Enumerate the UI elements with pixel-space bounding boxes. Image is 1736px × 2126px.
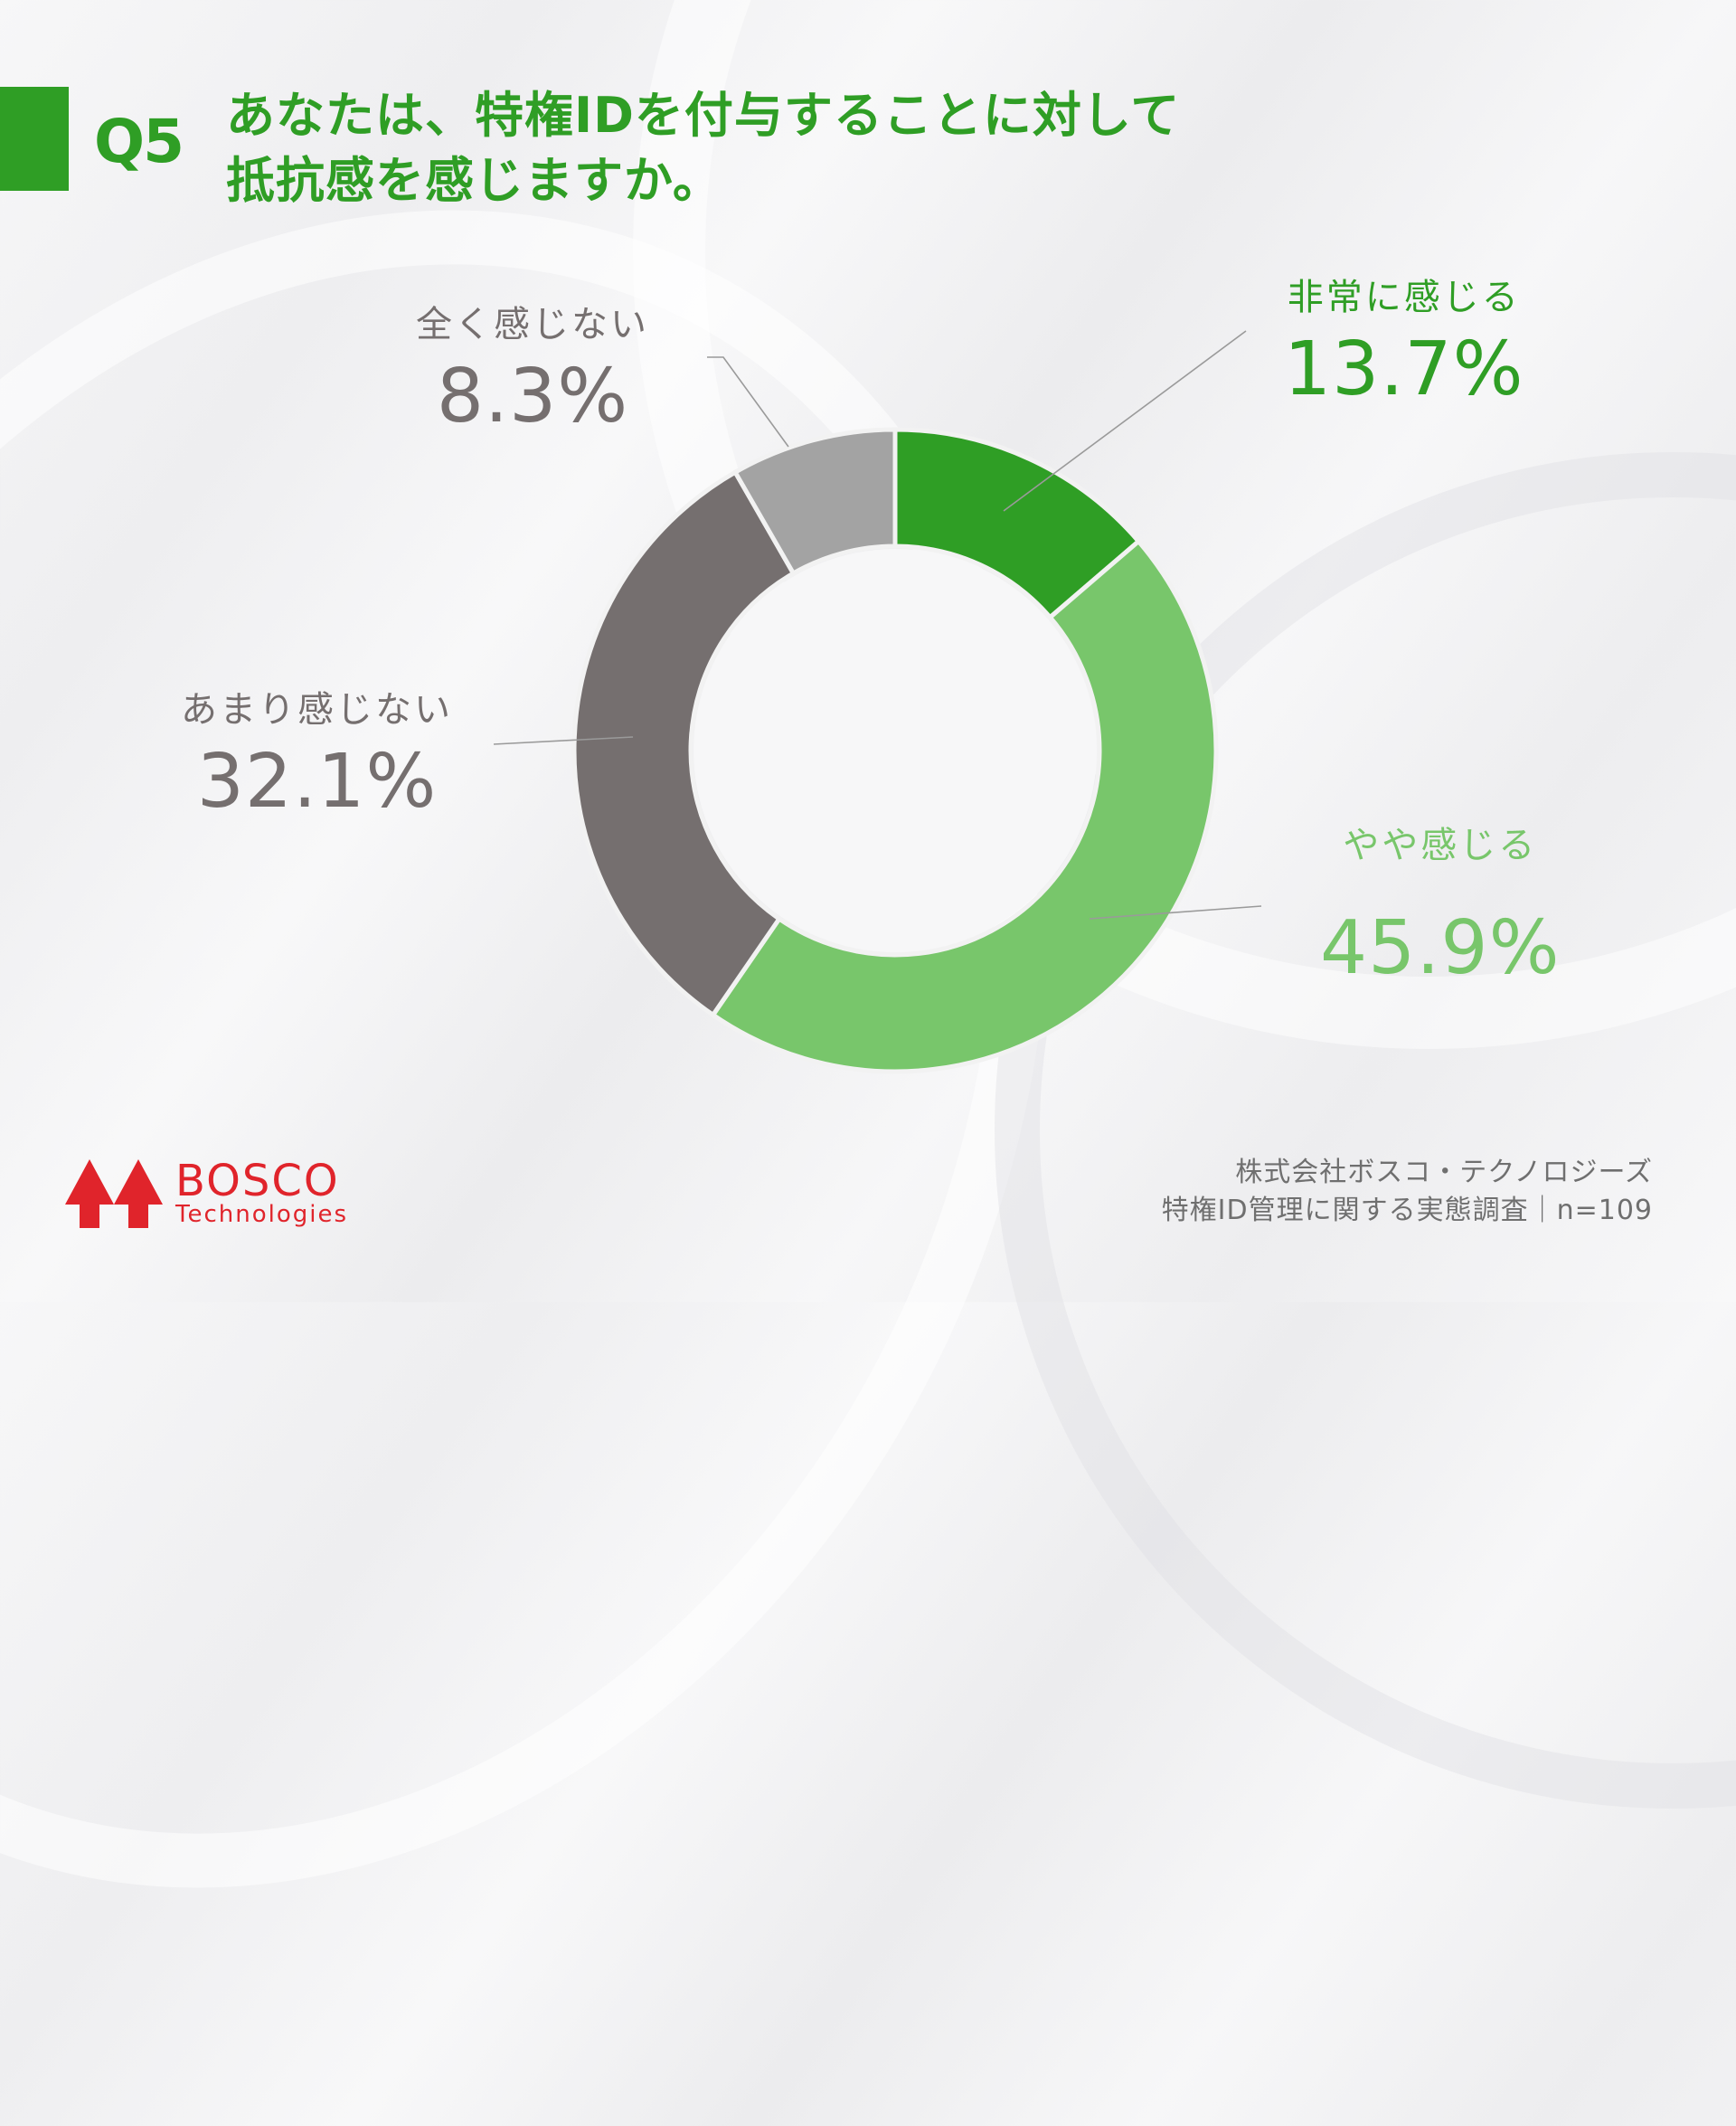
label-percent: 32.1% (196, 739, 438, 825)
title-line-2: 抵抗感を感じますか。 (226, 152, 722, 209)
label-percent: 13.7% (1284, 326, 1524, 412)
page-title: あなたは、特権IDを付与することに対して 抵抗感を感じますか。 (226, 83, 1180, 213)
twin-tree-arrows-icon (65, 1159, 163, 1228)
footer-company: 株式会社ボスコ・テクノロジーズ (1235, 1157, 1653, 1188)
label-percent: 45.9% (1320, 905, 1561, 991)
title-accent-bar (0, 87, 69, 191)
label-not-at-all: 全く感じない 8.3% (416, 295, 649, 434)
label-name: やや感じる (1343, 825, 1538, 866)
leader-line (1003, 330, 1247, 512)
source-footer: 株式会社ボスコ・テクノロジーズ 特権ID管理に関する実態調査｜n=109 (1162, 1154, 1653, 1230)
donut-slice (731, 427, 898, 577)
label-name: あまり感じない (181, 689, 453, 731)
leader-line (493, 736, 634, 745)
label-percent: 8.3% (436, 354, 629, 439)
footer-survey: 特権ID管理に関する実態調査｜n=109 (1161, 1195, 1653, 1226)
question-number: Q5 (94, 107, 184, 176)
logo-subtitle: Technologies (175, 1201, 349, 1228)
leader-line (1089, 905, 1262, 920)
label-name: 非常に感じる (1287, 277, 1521, 318)
donut-slice (710, 538, 1219, 1074)
leader-line (707, 356, 789, 448)
bosco-logo: BOSCO Technologies (65, 1159, 348, 1228)
label-not-much: あまり感じない 32.1% (181, 680, 453, 819)
label-name: 全く感じない (416, 304, 649, 345)
logo-name: BOSCO (175, 1156, 340, 1206)
label-somewhat: やや感じる 45.9% (1320, 816, 1561, 986)
label-very-much: 非常に感じる 13.7% (1284, 268, 1524, 407)
donut-chart (493, 330, 1262, 1074)
donut-slice (571, 468, 797, 1018)
title-line-1: あなたは、特権IDを付与することに対して (226, 87, 1181, 144)
